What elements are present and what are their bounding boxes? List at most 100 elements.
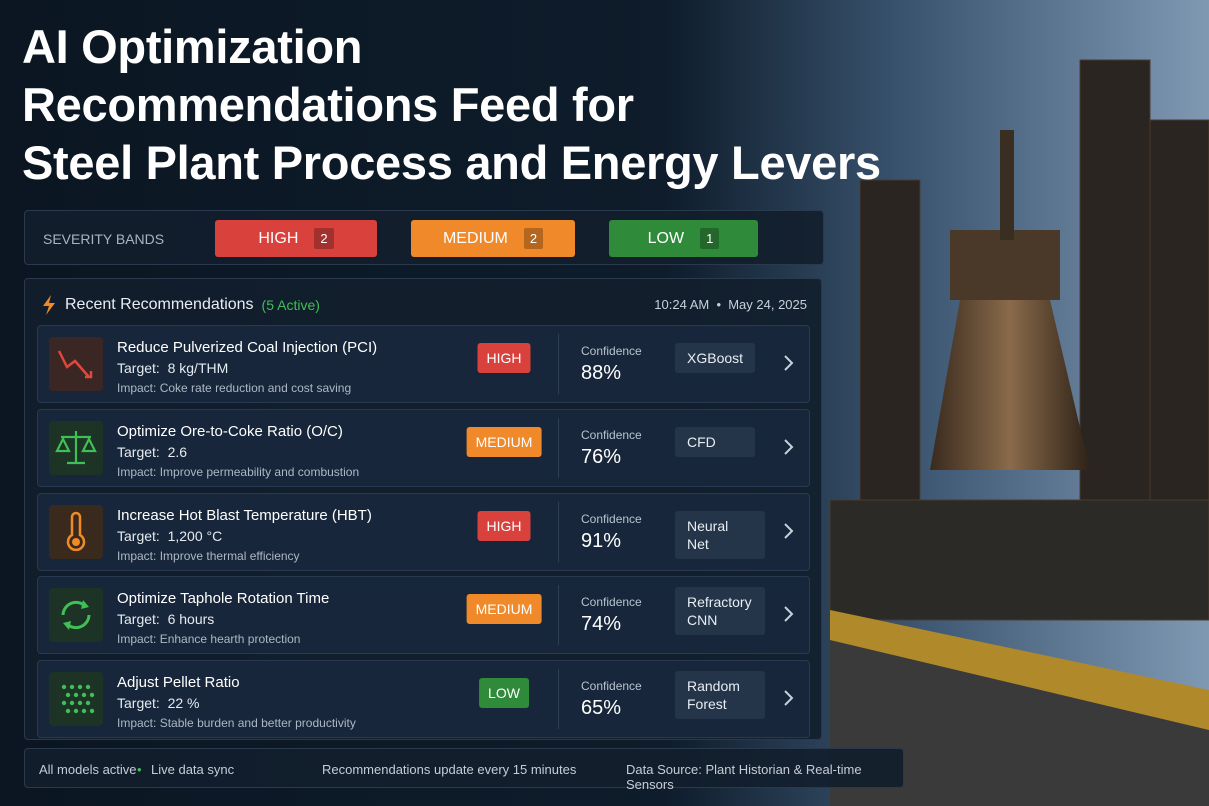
confidence-label: Confidence bbox=[581, 679, 642, 693]
band-name: HIGH bbox=[258, 229, 299, 247]
severity-pill: HIGH bbox=[477, 511, 531, 541]
impact-label: Impact: bbox=[117, 716, 157, 730]
target-label: Target: bbox=[117, 360, 160, 376]
icon-glyph bbox=[66, 511, 86, 552]
confidence-value: 88% bbox=[581, 362, 622, 384]
confidence-label: Confidence bbox=[581, 512, 642, 526]
divider bbox=[558, 502, 559, 562]
target-value: 6 hours bbox=[167, 611, 215, 627]
recommendation-row[interactable]: Optimize Ore-to-Coke Ratio (O/C) Target: … bbox=[37, 409, 810, 487]
divider bbox=[558, 585, 559, 645]
active-count: (5 Active) bbox=[261, 297, 320, 313]
page-title: AI Optimization Recommendations Feed for S… bbox=[22, 18, 881, 192]
target-label: Target: bbox=[117, 611, 160, 627]
row-title: Optimize Ore-to-Coke Ratio (O/C) bbox=[117, 423, 343, 440]
row-target: Target: 22 % bbox=[117, 695, 200, 711]
target-label: Target: bbox=[117, 528, 160, 544]
model-tag: Random Forest bbox=[675, 671, 765, 719]
row-impact: Impact: Stable burden and better product… bbox=[117, 716, 356, 730]
sync: Live data sync bbox=[151, 762, 235, 777]
data-source: Data Source: Plant Historian & Real-time… bbox=[626, 762, 862, 792]
chevron bbox=[782, 522, 794, 545]
band-name: LOW bbox=[647, 229, 685, 247]
row-icon bbox=[49, 337, 103, 391]
recommendation-row[interactable]: Adjust Pellet Ratio Target: 22 % Impact: S… bbox=[37, 660, 810, 738]
chevron bbox=[782, 354, 794, 377]
feed-title: Recent Recommendations bbox=[65, 296, 254, 313]
row-icon bbox=[49, 672, 103, 726]
target-value: 8 kg/THM bbox=[167, 360, 229, 376]
severity-pill: MEDIUM bbox=[466, 594, 542, 624]
footer: All models active • Live data sync Recom… bbox=[24, 748, 904, 792]
severity-pill: HIGH bbox=[477, 343, 531, 373]
recommendation-row[interactable]: Increase Hot Blast Temperature (HBT) Targ… bbox=[37, 493, 810, 571]
severity-pill: MEDIUM bbox=[466, 427, 542, 457]
date: May 24, 2025 bbox=[728, 297, 807, 312]
confidence-value: 76% bbox=[581, 446, 622, 468]
row-title: Adjust Pellet Ratio bbox=[117, 674, 240, 691]
severity-band[interactable]: HIGH 2 bbox=[215, 220, 377, 257]
severity-label: SEVERITY BANDS bbox=[43, 231, 165, 247]
model-tag: Refractory CNN bbox=[675, 587, 765, 635]
title-line: Steel Plant Process and Energy Levers bbox=[22, 136, 881, 189]
chevron-icon bbox=[784, 355, 794, 371]
target-value: 2.6 bbox=[167, 444, 188, 460]
severity-panel: SEVERITY BANDS HIGH 2 MEDIUM 2 LOW 1 bbox=[24, 210, 824, 265]
row-icon bbox=[49, 505, 103, 559]
row-target: Target: 2.6 bbox=[117, 444, 187, 460]
recommendation-row[interactable]: Optimize Taphole Rotation Time Target: 6 … bbox=[37, 576, 810, 654]
row-title: Optimize Taphole Rotation Time bbox=[117, 590, 330, 607]
model-tag: XGBoost bbox=[675, 343, 756, 373]
row-impact: Impact: Improve permeability and combust… bbox=[117, 465, 359, 479]
row-target: Target: 1,200 °C bbox=[117, 528, 222, 544]
divider bbox=[558, 418, 559, 478]
target-value: 22 % bbox=[167, 695, 200, 711]
impact-label: Impact: bbox=[117, 465, 157, 479]
target-value: 1,200 °C bbox=[167, 528, 223, 544]
severity-band[interactable]: MEDIUM 2 bbox=[411, 220, 575, 257]
model-tag: CFD bbox=[675, 427, 755, 457]
divider bbox=[558, 334, 559, 394]
timestamp: 10:24 AM • May 24, 2025 bbox=[654, 297, 807, 312]
status: All models active bbox=[39, 762, 137, 777]
chevron-icon bbox=[784, 439, 794, 455]
icon-glyph bbox=[55, 431, 97, 465]
confidence-value: 74% bbox=[581, 613, 622, 635]
chevron bbox=[782, 605, 794, 628]
chevron-icon bbox=[784, 690, 794, 706]
severity-band[interactable]: LOW 1 bbox=[609, 220, 758, 257]
confidence-value: 91% bbox=[581, 530, 622, 552]
feed-panel: Recent Recommendations (5 Active) 10:24 … bbox=[24, 278, 822, 740]
feed-header: Recent Recommendations (5 Active) bbox=[41, 295, 320, 315]
chevron-icon bbox=[784, 606, 794, 622]
row-impact: Impact: Enhance hearth protection bbox=[117, 632, 300, 646]
row-icon bbox=[49, 588, 103, 642]
bolt-icon bbox=[43, 295, 55, 315]
chevron bbox=[782, 689, 794, 712]
row-title: Reduce Pulverized Coal Injection (PCI) bbox=[117, 339, 378, 356]
row-title: Increase Hot Blast Temperature (HBT) bbox=[117, 507, 372, 524]
impact-label: Impact: bbox=[117, 549, 157, 563]
confidence-label: Confidence bbox=[581, 428, 642, 442]
recommendation-row[interactable]: Reduce Pulverized Coal Injection (PCI) Ta… bbox=[37, 325, 810, 403]
icon-glyph bbox=[61, 600, 91, 630]
severity-pill: LOW bbox=[479, 678, 529, 708]
row-target: Target: 6 hours bbox=[117, 611, 214, 627]
impact-value: Improve thermal efficiency bbox=[159, 549, 300, 563]
impact-value: Enhance hearth protection bbox=[159, 632, 301, 646]
row-icon bbox=[49, 421, 103, 475]
row-target: Target: 8 kg/THM bbox=[117, 360, 228, 376]
divider bbox=[558, 669, 559, 729]
target-label: Target: bbox=[117, 444, 160, 460]
chevron bbox=[782, 438, 794, 461]
update-note: Recommendations update every 15 minutes bbox=[322, 762, 577, 777]
title-line: Recommendations Feed for bbox=[22, 78, 634, 131]
title-line: AI Optimization bbox=[22, 20, 363, 73]
confidence-label: Confidence bbox=[581, 344, 642, 358]
impact-value: Coke rate reduction and cost saving bbox=[159, 381, 352, 395]
impact-value: Improve permeability and combustion bbox=[159, 465, 360, 479]
icon-glyph bbox=[57, 350, 93, 379]
band-count: 2 bbox=[314, 228, 334, 249]
row-impact: Impact: Improve thermal efficiency bbox=[117, 549, 300, 563]
confidence-value: 65% bbox=[581, 697, 622, 719]
